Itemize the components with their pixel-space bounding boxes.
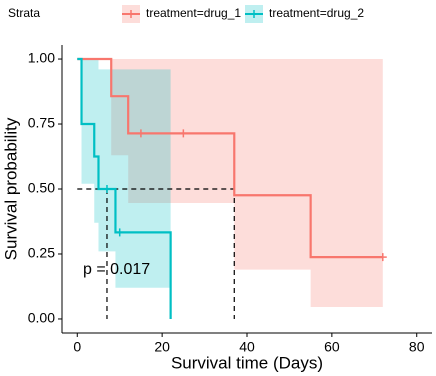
x-tick-label: 80 <box>409 339 425 355</box>
censor-mark <box>136 129 145 138</box>
y-tick-label: 0.00 <box>28 310 55 326</box>
y-tick-label: 1.00 <box>28 50 55 66</box>
confidence-band <box>77 59 383 308</box>
y-tick-label: 0.25 <box>28 245 55 261</box>
censor-mark <box>102 185 111 193</box>
legend-label: treatment=drug_2 <box>269 6 364 20</box>
survival-curve <box>77 57 172 319</box>
confidence-band <box>77 59 171 288</box>
x-tick-label: 60 <box>324 339 340 355</box>
censor-mark <box>179 129 188 138</box>
y-tick-label: 0.75 <box>28 115 55 131</box>
x-axis-title: Survival time (Days) <box>171 353 323 372</box>
censor-mark <box>378 253 387 262</box>
p-value: p = 0.017 <box>83 261 150 278</box>
legend-title: Strata <box>8 6 40 20</box>
legend-label: treatment=drug_1 <box>146 6 241 20</box>
y-axis-title: Survival probability <box>1 117 20 260</box>
x-tick-label: 40 <box>239 339 255 355</box>
censor-mark <box>115 228 124 237</box>
y-tick-label: 0.50 <box>28 180 55 196</box>
x-tick-label: 0 <box>73 339 81 355</box>
x-tick-label: 20 <box>154 339 170 355</box>
